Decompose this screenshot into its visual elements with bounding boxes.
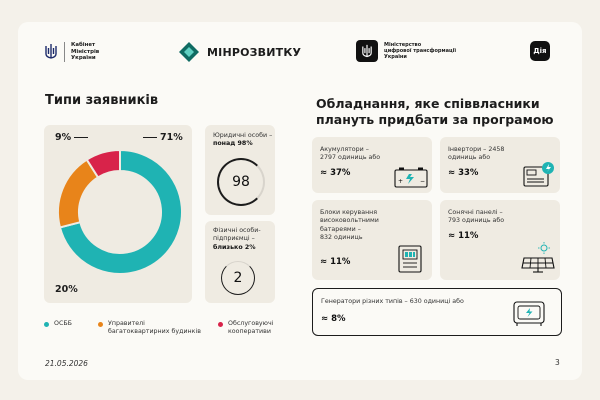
minrozvytku-logo: МІНРОЗВИТКУ: [178, 41, 301, 63]
minrozvytku-name: МІНРОЗВИТКУ: [207, 45, 302, 59]
mdt-line2: цифрової трансформації: [384, 48, 457, 54]
page-number: 3: [555, 358, 560, 367]
accumulators-text: Акумулятори – 2797 одиниць або: [320, 146, 380, 163]
solar-line1: Сонячні панелі –: [448, 209, 503, 216]
control-units-text: Блоки керування високовольтними батареям…: [320, 209, 379, 243]
mdt-badge-icon: [356, 40, 378, 62]
trident-icon: [45, 44, 57, 59]
cabinet-line2: Міністрів: [71, 48, 100, 55]
legend-dot-coops: [218, 322, 223, 327]
slice-label-9-leader: [74, 137, 89, 138]
mdt-logo: Міністерство цифрової трансформації Укра…: [356, 40, 484, 62]
slice-label-71-text: 71%: [160, 132, 183, 143]
individuals-line2: підприємці –: [213, 235, 255, 243]
legend-managers-line2: багатоквартирних будинків: [108, 328, 201, 336]
legend-managers-line1: Управителі: [108, 320, 145, 327]
control-units-pct: ≈ 11%: [320, 257, 351, 267]
solar-line2: 793 одиниць або: [448, 217, 505, 225]
legend-dot-osbb: [44, 322, 49, 327]
individuals-card: Фізичні особи- підприємці – близько 2% 2: [205, 221, 275, 303]
legal-entities-text: Юридичні особи – понад 98%: [213, 132, 272, 149]
inverters-line1: Інвертори – 2458: [448, 146, 505, 153]
control-units-line1: Блоки керування: [320, 209, 378, 216]
individuals-text: Фізичні особи- підприємці – близько 2%: [213, 227, 261, 252]
applicant-types-donut-chart: [57, 148, 183, 275]
legend-text-managers: Управителі багатоквартирних будинків: [108, 320, 201, 336]
legend-text-osbb: ОСББ: [54, 320, 72, 328]
svg-text:+: +: [398, 178, 403, 185]
minrozvytku-emblem-icon: [179, 42, 199, 62]
donut-slice-0: [58, 148, 183, 275]
slice-label-9-text: 9%: [55, 132, 72, 143]
legend-item-coops: Обслуговуючі кооперативи: [218, 320, 273, 336]
legend-coops-line1: Обслуговуючі: [228, 320, 274, 327]
solar-pct: ≈ 11%: [448, 231, 479, 241]
slice-label-9: 9%: [55, 132, 89, 143]
generators-text: Генератори різних типів – 630 одиниці аб…: [321, 298, 464, 305]
slice-label-71-leader: [143, 137, 157, 138]
individuals-circle: 2: [221, 261, 255, 295]
control-units-line2: високовольтними: [320, 217, 379, 225]
individuals-share: близько 2%: [213, 243, 256, 251]
trident-icon: [362, 44, 372, 57]
inverters-pct: ≈ 33%: [448, 168, 479, 178]
accumulators-card: Акумулятори – 2797 одиниць або ≈ 37% + −: [312, 137, 432, 193]
slice-label-20: 20%: [55, 284, 78, 295]
svg-text:−: −: [420, 178, 425, 185]
cabinet-line3: України: [71, 55, 96, 62]
inverters-line2: одиниць або: [448, 154, 491, 162]
legal-entities-share: понад 98%: [213, 140, 253, 148]
legal-entities-label: Юридичні особи –: [213, 132, 273, 139]
mdt-line3: України: [384, 54, 407, 60]
cabinet-name: Кабінет Міністрів України: [71, 42, 99, 61]
footer-date: 21.05.2026: [45, 359, 88, 368]
legend-dot-managers: [98, 322, 103, 327]
legend-text-coops: Обслуговуючі кооперативи: [228, 320, 273, 336]
cabinet-divider: [64, 42, 65, 62]
legend-osbb-label: ОСББ: [54, 320, 72, 327]
control-units-line4: 832 одиниць: [320, 234, 363, 242]
legal-entities-card: Юридичні особи – понад 98% 98: [205, 125, 275, 215]
control-units-line3: батареями –: [320, 225, 361, 233]
accumulators-line1: Акумулятори –: [320, 146, 369, 153]
solar-panel-icon: [521, 242, 555, 273]
donut-slice-2: [85, 148, 121, 179]
cabinet-logo: Кабінет Міністрів України: [44, 42, 99, 62]
applicant-types-title: Типи заявників: [45, 93, 159, 108]
generators-card: Генератори різних типів – 630 одиниці аб…: [312, 288, 562, 336]
solar-text: Сонячні панелі – 793 одиниць або: [448, 209, 504, 226]
mdt-name: Міністерство цифрової трансформації Укра…: [384, 42, 484, 60]
diia-logo: Дія: [530, 41, 550, 61]
inverters-card: Інвертори – 2458 одиниць або ≈ 33%: [440, 137, 560, 193]
legend-coops-line2: кооперативи: [228, 328, 271, 336]
inverter-icon: [523, 162, 554, 187]
equipment-title: Обладнання, яке співвласники плануть при…: [316, 96, 554, 127]
mdt-line1: Міністерство: [384, 42, 422, 48]
accumulators-pct: ≈ 37%: [320, 168, 351, 178]
generator-icon: [513, 301, 545, 326]
control-units-card: Блоки керування високовольтними батареям…: [312, 200, 432, 280]
donut-slice-1: [57, 158, 100, 229]
battery-icon: + −: [394, 167, 428, 188]
control-unit-icon: [398, 245, 422, 273]
legend-item-managers: Управителі багатоквартирних будинків: [98, 320, 201, 336]
legend-item-osbb: ОСББ: [44, 320, 72, 328]
slice-label-71: 71%: [143, 132, 183, 143]
solar-card: Сонячні панелі – 793 одиниць або ≈ 11%: [440, 200, 560, 280]
accumulators-line2: 2797 одиниць або: [320, 154, 381, 162]
legal-entities-circle: 98: [217, 158, 265, 206]
inverters-text: Інвертори – 2458 одиниць або: [448, 146, 504, 163]
individuals-line1: Фізичні особи-: [213, 227, 261, 234]
generators-pct: ≈ 8%: [321, 314, 346, 324]
cabinet-line1: Кабінет: [71, 42, 96, 49]
